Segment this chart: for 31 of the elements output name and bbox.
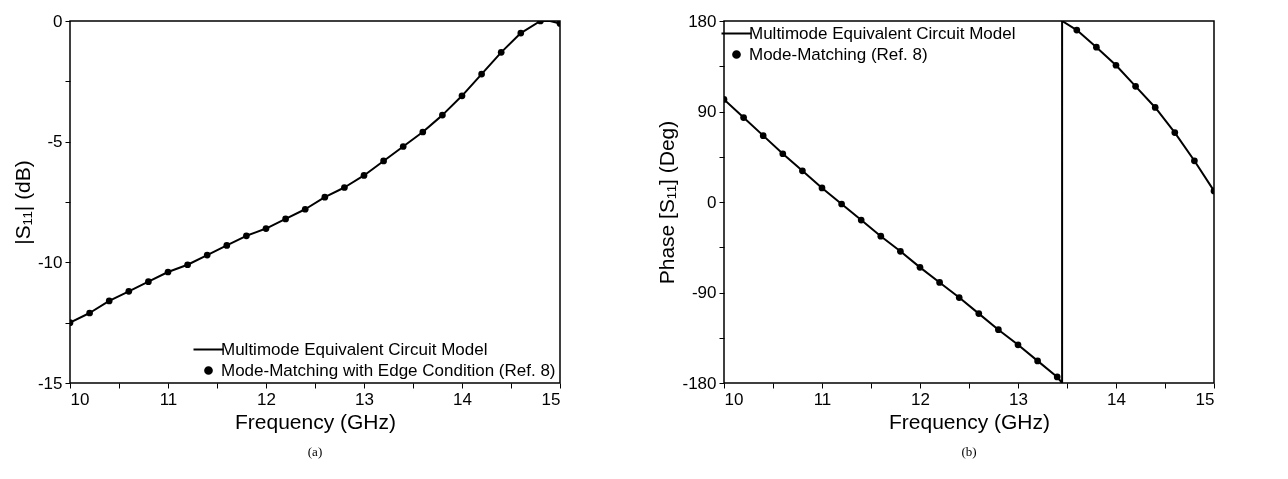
- x-tick-label: 14: [453, 389, 472, 409]
- y-tick-label: -90: [691, 283, 717, 302]
- text: (a): [307, 444, 323, 459]
- x-axis-title: Frequency (GHz): [888, 409, 1051, 433]
- x-tick-label: 11: [813, 389, 832, 409]
- y-tick-label: -15: [37, 373, 63, 393]
- y-tick-label: 180: [688, 11, 717, 31]
- x-tick-label: 10: [724, 389, 744, 409]
- x-axis-title: Frequency (GHz): [234, 409, 397, 433]
- y-tick-label: 0: [53, 11, 63, 31]
- y-tick-label: -180: [682, 373, 717, 393]
- x-tick-label: 15: [1195, 389, 1215, 409]
- x-tick-label: 13: [1009, 389, 1028, 409]
- y-tick-label: 0: [707, 192, 717, 212]
- y-tick-label: -5: [47, 132, 63, 152]
- x-tick-label: 10: [70, 389, 90, 409]
- x-tick-label: 14: [1107, 389, 1126, 409]
- y-tick-label: -10: [37, 252, 63, 272]
- legend-label: Mode-Matching (Ref. 8): [749, 44, 928, 64]
- y-axis-title: Phase [S₁₁] (Deg): [655, 120, 679, 285]
- legend-label: Mode-Matching with Edge Condition (Ref. 8): [221, 360, 556, 380]
- x-tick-label: 12: [911, 389, 930, 409]
- x-tick-label: 12: [257, 389, 276, 409]
- y-tick-label: 90: [697, 102, 717, 121]
- text: (b): [961, 444, 977, 459]
- legend-label: Multimode Equivalent Circuit Model: [221, 339, 488, 359]
- legend-label: Multimode Equivalent Circuit Model: [749, 23, 1016, 43]
- y-axis-title: |S₁₁| (dB): [10, 160, 34, 245]
- x-tick-label: 11: [159, 389, 178, 409]
- x-tick-label: 15: [541, 389, 561, 409]
- x-tick-label: 13: [355, 389, 374, 409]
